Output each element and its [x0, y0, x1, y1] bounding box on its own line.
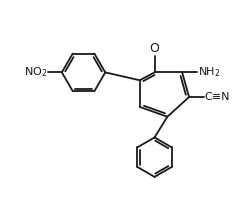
- Text: NO$_2$: NO$_2$: [24, 65, 47, 79]
- Text: O: O: [150, 42, 160, 55]
- Text: C≡N: C≡N: [205, 92, 230, 102]
- Text: NH$_2$: NH$_2$: [198, 65, 221, 79]
